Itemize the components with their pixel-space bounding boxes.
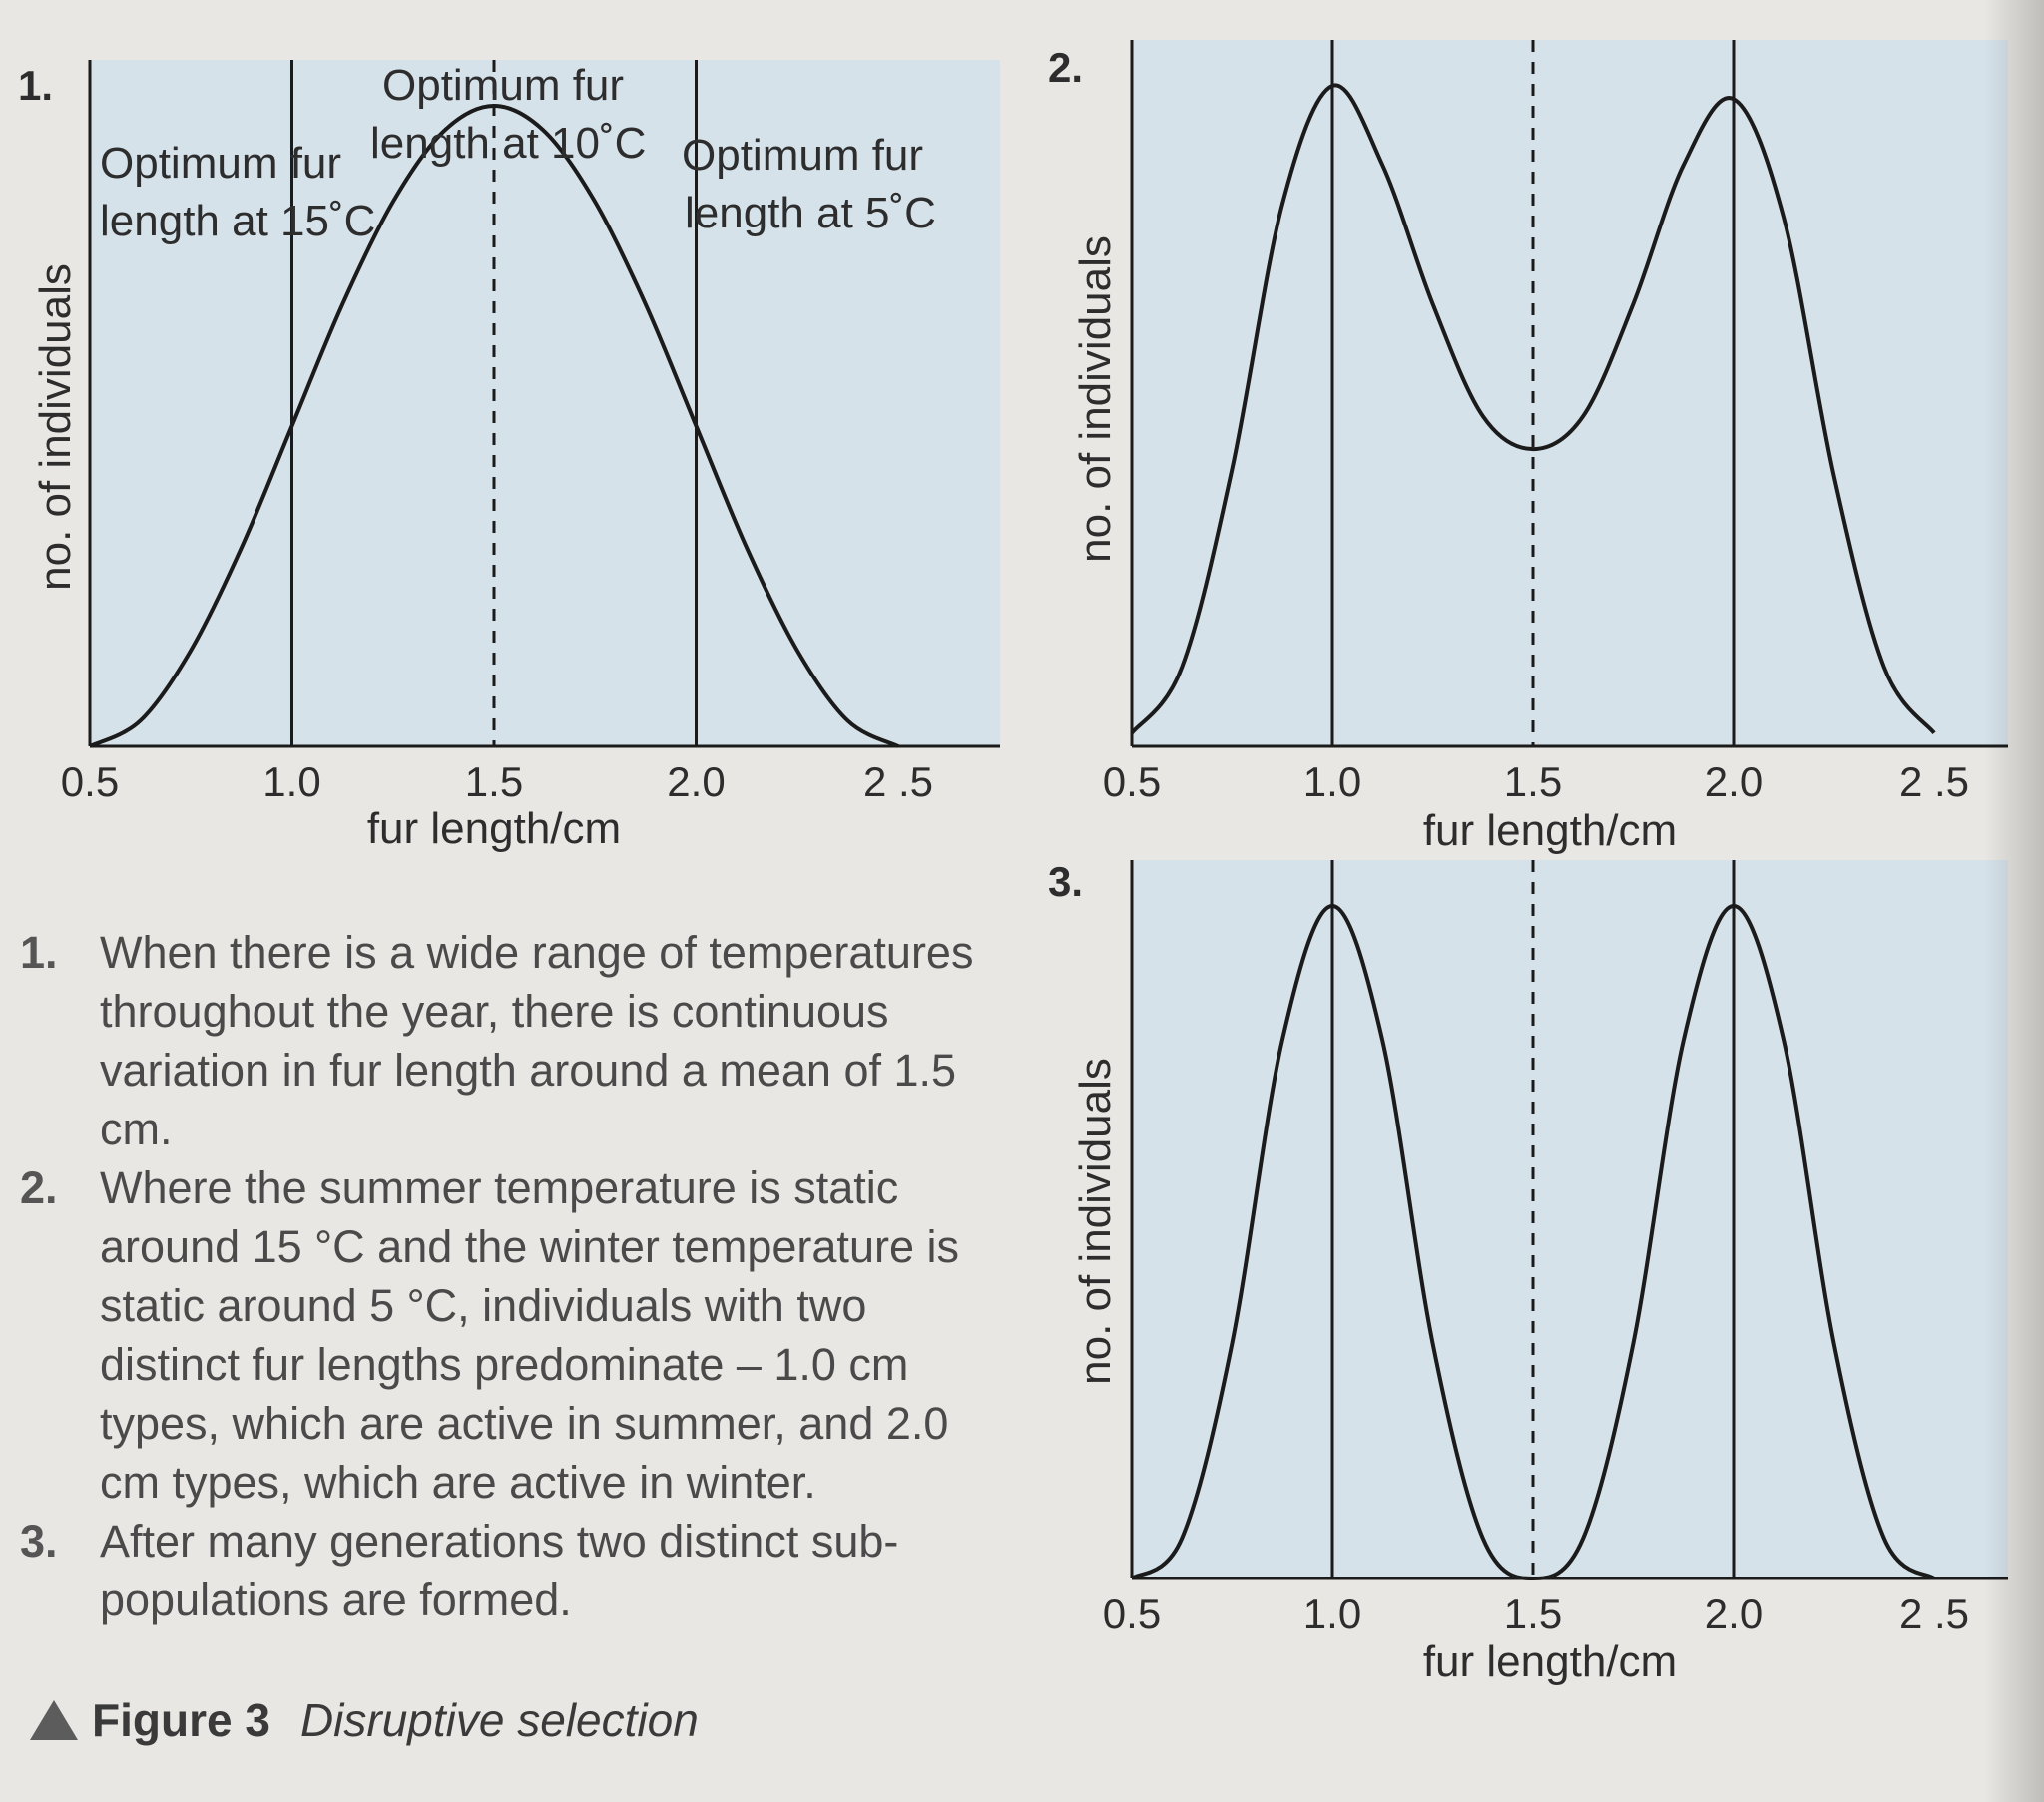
chart-panel-3: 0.5 1.0 1.5 2.0 2 .5 3. fur length/cm no. of… bbox=[1048, 858, 2008, 1686]
x-tick-label: 2.0 bbox=[667, 758, 725, 805]
panel-3-background bbox=[1132, 860, 2008, 1578]
panel-2-xlabel: fur length/cm bbox=[1423, 806, 1677, 855]
panel-2-background bbox=[1132, 40, 2008, 746]
note-number: 1. bbox=[20, 927, 58, 978]
panel-1-xlabel: fur length/cm bbox=[367, 804, 621, 853]
annotation-opt10-line2: length at 10˚C bbox=[370, 119, 646, 168]
figure-caption: Figure 3 Disruptive selection bbox=[30, 1693, 699, 1747]
x-tick-label: 0.5 bbox=[1103, 758, 1161, 805]
x-tick-label: 1.0 bbox=[1303, 1590, 1361, 1637]
panel-2-series-line bbox=[1130, 83, 1936, 735]
note-number: 3. bbox=[20, 1516, 58, 1567]
panel-2-number: 2. bbox=[1048, 44, 1083, 91]
note-text: After many generations two distinct sub-… bbox=[100, 1516, 899, 1625]
x-tick-label: 1.5 bbox=[1504, 758, 1562, 805]
panel-1-number: 1. bbox=[18, 62, 53, 109]
panel-2-ylabel: no. of individuals bbox=[1071, 235, 1120, 563]
x-tick-label: 2 .5 bbox=[863, 758, 933, 805]
panel-3-number: 3. bbox=[1048, 858, 1083, 905]
note-item: 3. After many generations two distinct s… bbox=[20, 1512, 978, 1629]
note-item: 2. Where the summer temperature is stati… bbox=[20, 1158, 978, 1512]
panel-1-series-line bbox=[89, 103, 899, 748]
panel-1-ylabel: no. of individuals bbox=[31, 263, 80, 591]
annotation-opt5-line1: Optimum fur bbox=[682, 131, 923, 180]
annotation-opt15-line1: Optimum fur bbox=[100, 139, 341, 188]
x-tick-label: 1.5 bbox=[1504, 1590, 1562, 1637]
figure-label: Figure 3 bbox=[92, 1694, 270, 1746]
x-tick-label: 0.5 bbox=[61, 758, 119, 805]
x-tick-label: 2.0 bbox=[1705, 1590, 1763, 1637]
annotation-opt10-line1: Optimum fur bbox=[382, 61, 624, 110]
x-tick-label: 0.5 bbox=[1103, 1590, 1161, 1637]
x-tick-label: 2 .5 bbox=[1899, 1590, 1969, 1637]
note-text: When there is a wide range of temperatur… bbox=[100, 927, 974, 1154]
x-tick-label: 1.0 bbox=[1303, 758, 1361, 805]
chart-panel-2: 0.5 1.0 1.5 2.0 2 .5 2. fur length/cm no. of… bbox=[1048, 40, 2008, 855]
panel-3-ylabel: no. of individuals bbox=[1071, 1058, 1120, 1385]
annotation-opt5-line2: length at 5˚C bbox=[685, 189, 936, 237]
chart-panel-1: 0.5 1.0 1.5 2.0 2 .5 1. fur length/cm no. of… bbox=[18, 60, 1000, 853]
x-tick-label: 2 .5 bbox=[1899, 758, 1969, 805]
x-tick-label: 1.5 bbox=[465, 758, 523, 805]
figure-title: Disruptive selection bbox=[299, 1694, 699, 1746]
panel-3-series-line bbox=[1130, 903, 1936, 1581]
triangle-icon bbox=[30, 1700, 78, 1740]
note-item: 1. When there is a wide range of tempera… bbox=[20, 923, 978, 1158]
panel-1-background bbox=[90, 60, 1000, 746]
note-text: Where the summer temperature is static a… bbox=[100, 1162, 959, 1508]
x-tick-label: 2.0 bbox=[1705, 758, 1763, 805]
panel-3-xlabel: fur length/cm bbox=[1423, 1637, 1677, 1686]
explanation-notes: 1. When there is a wide range of tempera… bbox=[20, 923, 978, 1629]
annotation-opt15-line2: length at 15˚C bbox=[100, 197, 375, 245]
page-edge-shadow bbox=[1984, 0, 2044, 1802]
note-number: 2. bbox=[20, 1162, 58, 1213]
x-tick-label: 1.0 bbox=[262, 758, 320, 805]
